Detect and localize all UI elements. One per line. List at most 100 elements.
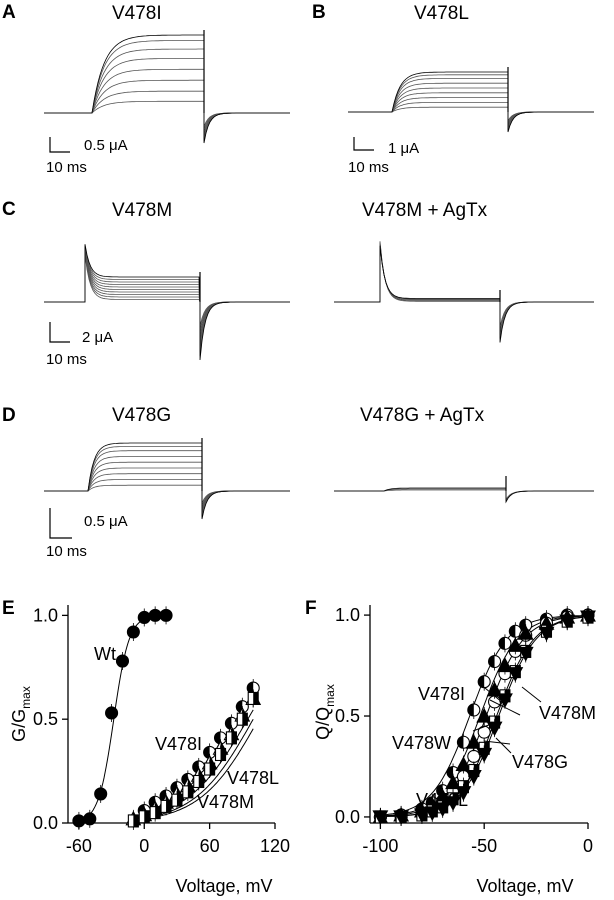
data-point [115, 654, 130, 668]
series-label-v478g-f: V478G [512, 752, 568, 772]
trace-group-d-right [334, 476, 594, 504]
y-tick-label: 0.5 [33, 709, 58, 729]
panel-letter-b: B [312, 2, 326, 23]
panel-letter-f: F [305, 598, 317, 619]
panel-letter-e: E [2, 598, 15, 619]
series-label-v478w-f: V478W [392, 733, 451, 753]
data-point-fill [242, 713, 248, 726]
x-tick-label: 0 [139, 836, 149, 856]
data-point [467, 749, 481, 763]
current-traces: 0.5 μA 10 ms 1 μA 10 ms 2 μA 10 ms 0.5 μ… [44, 30, 594, 560]
scale-current-c: 2 μA [82, 329, 113, 346]
current-sweep [348, 71, 594, 133]
data-point-fill [214, 731, 221, 744]
y-tick-label: 0.0 [335, 807, 360, 827]
x-tick-label: 0 [583, 836, 593, 856]
scale-time-a: 10 ms [46, 159, 87, 176]
data-point [455, 756, 472, 772]
trace-group-d-left [44, 438, 290, 520]
current-sweep [44, 34, 290, 144]
data-point [486, 721, 503, 737]
data-point [424, 806, 441, 822]
series-label-v478l-e: V478L [227, 768, 279, 788]
current-sweep [334, 245, 594, 343]
x-tick-label: 120 [260, 836, 290, 856]
scale-time-d: 10 ms [46, 543, 87, 560]
scale-time-c: 10 ms [46, 351, 87, 368]
data-point-fill [447, 766, 454, 779]
data-point-fill [467, 703, 474, 716]
scale-current-a: 0.5 μA [84, 137, 128, 154]
data-point-fill [144, 810, 150, 823]
data-point-fill [498, 637, 505, 650]
chart-e-ylabel: G/Gmax [9, 686, 33, 742]
data-point-fill [509, 625, 516, 638]
panel-letter-c: C [2, 199, 16, 220]
current-sweep [44, 442, 290, 520]
scale-bar-c [49, 322, 70, 343]
data-point-fill [187, 785, 193, 798]
series-label-wt: Wt [94, 644, 116, 664]
scale-time-b: 10 ms [348, 159, 389, 176]
data-point-fill [203, 746, 210, 759]
data-point-fill [176, 794, 182, 807]
data-point [497, 693, 513, 709]
trace-group-b [348, 67, 594, 133]
data-point [159, 608, 173, 622]
data-point-fill [209, 763, 215, 776]
data-point-fill [133, 814, 139, 827]
x-tick-label: 60 [200, 836, 220, 856]
data-point-fill [231, 731, 237, 744]
chart-e-xlabel: Voltage, mV [175, 876, 272, 896]
data-point-fill [457, 736, 464, 749]
y-tick-label: 0.5 [335, 706, 360, 726]
data-point [517, 646, 534, 662]
series-label-v478i-f: V478I [418, 684, 465, 704]
data-point-fill [198, 775, 204, 788]
data-point [580, 610, 596, 626]
data-point [445, 796, 461, 811]
data-point [465, 734, 482, 749]
data-point [434, 802, 451, 818]
data-point-fill [478, 675, 485, 688]
data-point-fill [488, 655, 495, 668]
trace-group-a [44, 30, 290, 144]
chart-f-ticks: -100 -50 0 0.0 0.5 1.0 [335, 605, 593, 856]
data-point [413, 808, 430, 824]
data-point [477, 725, 491, 739]
trace-group-c-left [44, 244, 290, 361]
panel-letter-a: A [2, 2, 16, 23]
data-point [476, 707, 493, 723]
scale-current-b: 1 μA [388, 140, 419, 157]
scale-bar-a [49, 137, 70, 153]
chart-e-axes [67, 605, 275, 824]
chart-f-ylabel: Q/Qmax [313, 684, 337, 740]
data-point [455, 786, 472, 801]
series-label-v478l-f: V478L [416, 790, 468, 810]
panel-letter-d: D [2, 405, 16, 426]
data-point [517, 625, 534, 640]
chart-f-data-points [372, 606, 596, 826]
data-point [445, 774, 461, 790]
series-label-v478m-e: V478M [197, 792, 254, 812]
trace-title-c-left: V478M [112, 200, 173, 221]
chart-e-ticks: -60 0 60 120 0.0 0.5 1.0 [33, 605, 290, 856]
series-label-v478i-e: V478I [155, 734, 202, 754]
trace-group-c-right [334, 241, 594, 343]
data-point-fill [155, 806, 161, 819]
chart-f-xlabel: Voltage, mV [476, 876, 573, 896]
data-point [94, 787, 108, 801]
x-tick-label: -60 [66, 836, 92, 856]
data-point [465, 770, 482, 785]
series-label-v478m-f: V478M [539, 703, 596, 723]
data-point [83, 812, 97, 826]
data-point [126, 625, 140, 639]
data-point [372, 810, 389, 826]
chart-e-data-points [72, 606, 262, 830]
scale-bar-b [353, 137, 374, 151]
data-point [105, 706, 119, 720]
data-point-fill [166, 800, 172, 813]
trace-title-b: V478L [414, 3, 469, 24]
